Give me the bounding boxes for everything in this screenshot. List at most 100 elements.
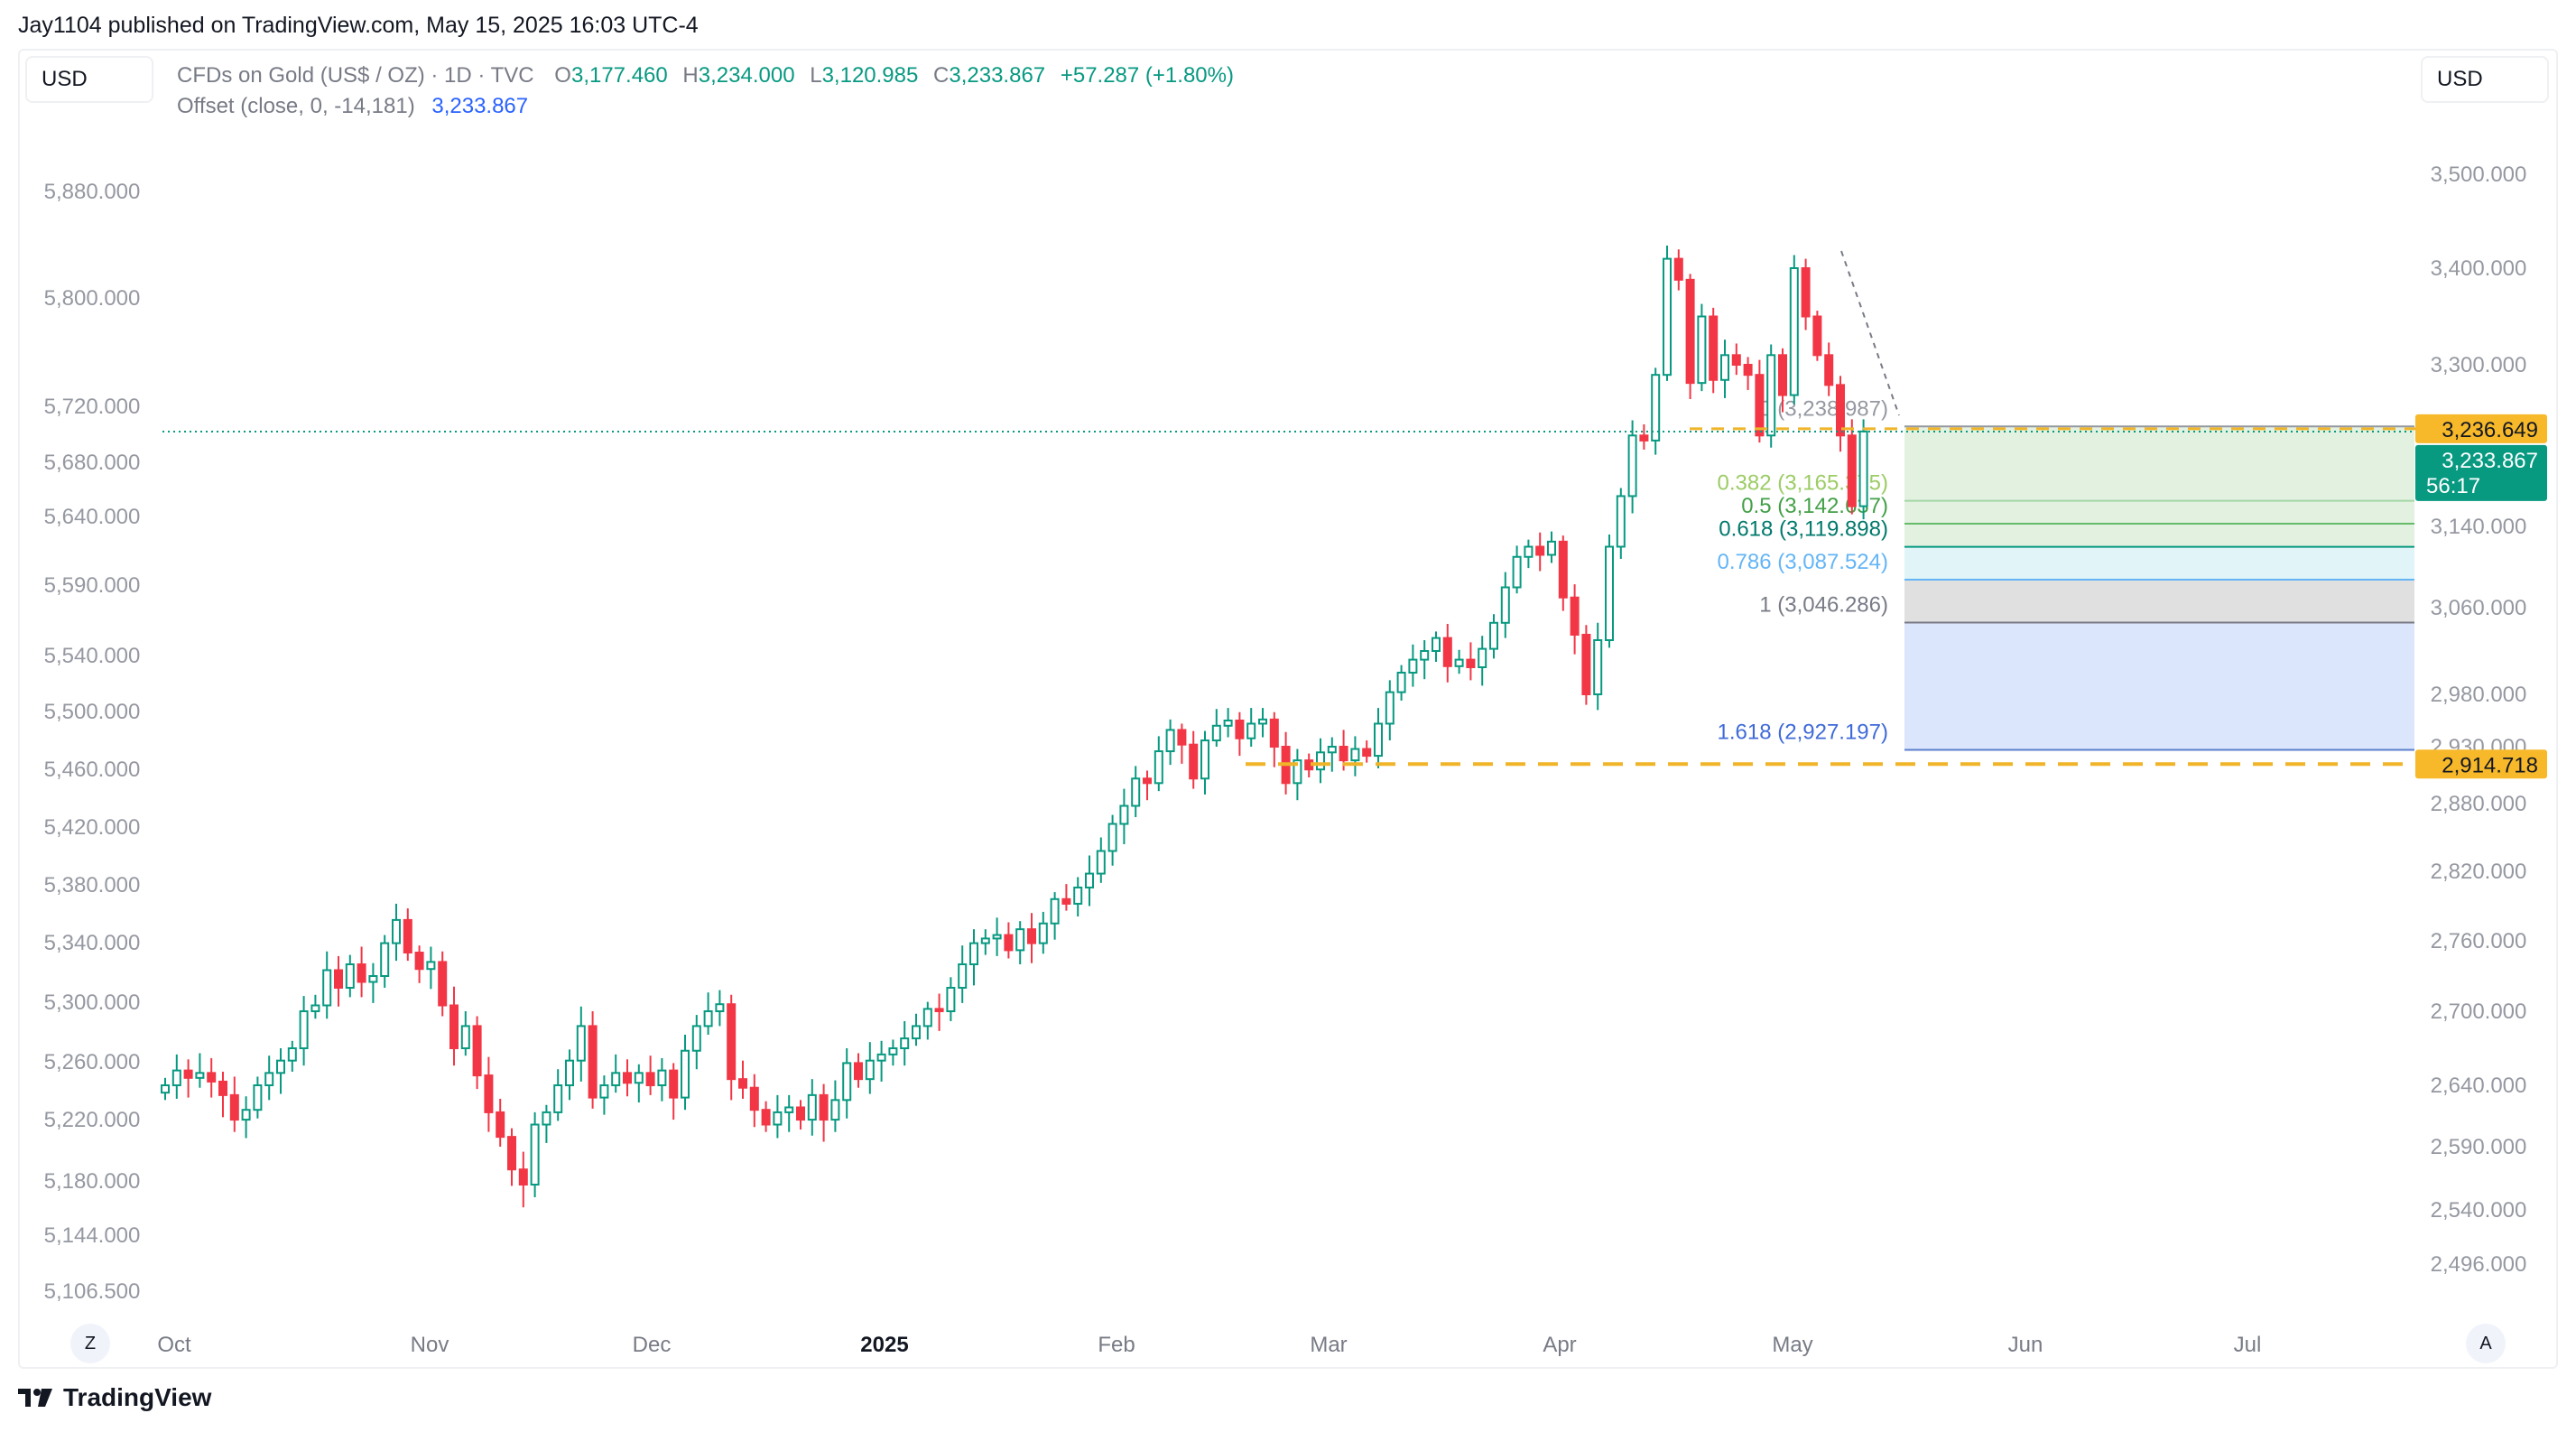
candle-body xyxy=(299,1010,309,1049)
x-axis-tick-label: May xyxy=(1772,1333,1812,1357)
candle-body xyxy=(229,1093,239,1121)
right-axis-tick-label: 2,496.000 xyxy=(2431,1252,2527,1277)
candle-body xyxy=(1061,897,1071,905)
left-axis-tick-label: 5,640.000 xyxy=(44,505,141,529)
candle-body xyxy=(380,942,390,977)
last-price-value: 3,233.867 xyxy=(2442,449,2538,473)
fib-zone-1-1618 xyxy=(1904,622,2414,750)
candle-body xyxy=(253,1084,263,1111)
candle-body xyxy=(1858,430,1868,507)
right-axis-tick-label: 3,140.000 xyxy=(2431,515,2527,539)
candle-body xyxy=(496,1111,505,1139)
fib-level-label: 0.786 (3,087.524) xyxy=(1718,550,1888,574)
candle-body xyxy=(727,1003,737,1081)
right-axis-tick-label: 2,880.000 xyxy=(2431,792,2527,816)
candle-body xyxy=(1442,637,1452,667)
symbol-title[interactable]: CFDs on Gold (US$ / OZ) · 1D · TVC xyxy=(177,63,534,88)
x-axis-tick-label: 2025 xyxy=(860,1333,908,1357)
candle-body xyxy=(1085,872,1094,888)
candle-body xyxy=(1836,384,1845,437)
candle-body xyxy=(599,1084,609,1099)
candle-body xyxy=(900,1037,910,1049)
candle-body xyxy=(1119,804,1129,825)
fib-level-label: 1 (3,046.286) xyxy=(1759,592,1888,617)
candle-body xyxy=(310,1004,320,1012)
candle-body xyxy=(1432,637,1441,652)
left-axis-tick-label: 5,460.000 xyxy=(44,758,141,782)
symbol-legend: CFDs on Gold (US$ / OZ) · 1D · TVC O3,17… xyxy=(177,63,1234,88)
fib-zone-382-5 xyxy=(1904,500,2414,525)
last-price-countdown: 56:17 xyxy=(2426,474,2480,498)
candle-body xyxy=(1258,718,1267,725)
candle-body xyxy=(1570,596,1580,636)
left-axis-tick-label: 5,800.000 xyxy=(44,286,141,311)
candle-body xyxy=(1408,658,1418,674)
tradingview-logo[interactable]: TradingView xyxy=(18,1383,211,1412)
right-scale-currency-button[interactable]: USD xyxy=(2421,56,2549,103)
candle-body xyxy=(1755,374,1765,437)
candle-body xyxy=(784,1106,794,1113)
candle-body xyxy=(715,1003,725,1012)
left-scale-currency-button[interactable]: USD xyxy=(25,56,153,103)
candle-body xyxy=(1731,354,1741,366)
candle-body xyxy=(1593,639,1603,695)
open-value: 3,177.460 xyxy=(570,63,668,88)
candle-body xyxy=(1639,434,1649,442)
candle-body xyxy=(1165,729,1175,753)
candle-body xyxy=(819,1093,829,1121)
candle-body xyxy=(912,1025,921,1040)
left-axis-tick-label: 5,180.000 xyxy=(44,1169,141,1194)
candle-body xyxy=(749,1086,759,1111)
candle-body xyxy=(854,1062,863,1081)
fib-level-label: 0 (3,238.987) xyxy=(1759,396,1888,421)
candle-body xyxy=(518,1168,528,1186)
left-axis-tick-label: 5,720.000 xyxy=(44,395,141,419)
right-axis-tick-label: 3,400.000 xyxy=(2431,256,2527,281)
tradingview-logo-text: TradingView xyxy=(63,1383,212,1411)
chart-frame xyxy=(18,49,2558,1369)
candle-body xyxy=(1824,354,1834,386)
left-axis-tick-label: 5,420.000 xyxy=(44,815,141,840)
x-axis-tick-label: Oct xyxy=(157,1333,191,1357)
right-axis-tick-label: 2,980.000 xyxy=(2431,683,2527,707)
candle-body xyxy=(1015,928,1025,952)
candle-body xyxy=(1350,748,1360,762)
candle-body xyxy=(287,1047,297,1062)
candle-body xyxy=(484,1074,494,1113)
candle-body xyxy=(1374,722,1383,758)
candle-body xyxy=(183,1069,193,1079)
candle-body xyxy=(195,1072,205,1079)
candle-body xyxy=(1512,555,1522,589)
log-scale-toggle-left[interactable]: Z xyxy=(70,1324,110,1363)
change-value: +57.287 (+1.80%) xyxy=(1060,63,1234,88)
left-axis-tick-label: 5,260.000 xyxy=(44,1050,141,1074)
left-axis-tick-label: 5,340.000 xyxy=(44,931,141,955)
right-axis-tick-label: 2,760.000 xyxy=(2431,929,2527,953)
candle-body xyxy=(1454,658,1464,667)
candle-body xyxy=(1143,777,1152,785)
candle-body xyxy=(1235,720,1245,739)
candle-body xyxy=(830,1099,840,1121)
candle-body xyxy=(980,937,990,944)
left-axis-tick-label: 5,220.000 xyxy=(44,1108,141,1132)
left-axis-tick-label: 5,144.000 xyxy=(44,1223,141,1248)
candle-body xyxy=(161,1084,170,1094)
level-badge-top-label: 3,236.649 xyxy=(2442,418,2538,442)
fib-level-label: 0.618 (3,119.898) xyxy=(1719,517,1888,542)
x-axis-tick-label: Apr xyxy=(1543,1333,1576,1357)
candle-body xyxy=(438,961,448,1007)
candle-body xyxy=(1339,746,1348,762)
candle-body xyxy=(1801,267,1811,318)
candle-body xyxy=(1651,374,1661,442)
candle-body xyxy=(1478,647,1487,668)
auto-scale-toggle-right[interactable]: A xyxy=(2466,1324,2506,1363)
offset-label[interactable]: Offset (close, 0, -14,181) xyxy=(177,94,415,118)
right-axis-tick-label: 2,820.000 xyxy=(2431,860,2527,884)
candle-body xyxy=(576,1025,586,1062)
high-value: 3,234.000 xyxy=(698,63,795,88)
candle-body xyxy=(1673,257,1683,281)
candle-body xyxy=(588,1025,598,1099)
x-axis-tick-label: Jul xyxy=(2234,1333,2262,1357)
candle-body xyxy=(426,961,436,971)
